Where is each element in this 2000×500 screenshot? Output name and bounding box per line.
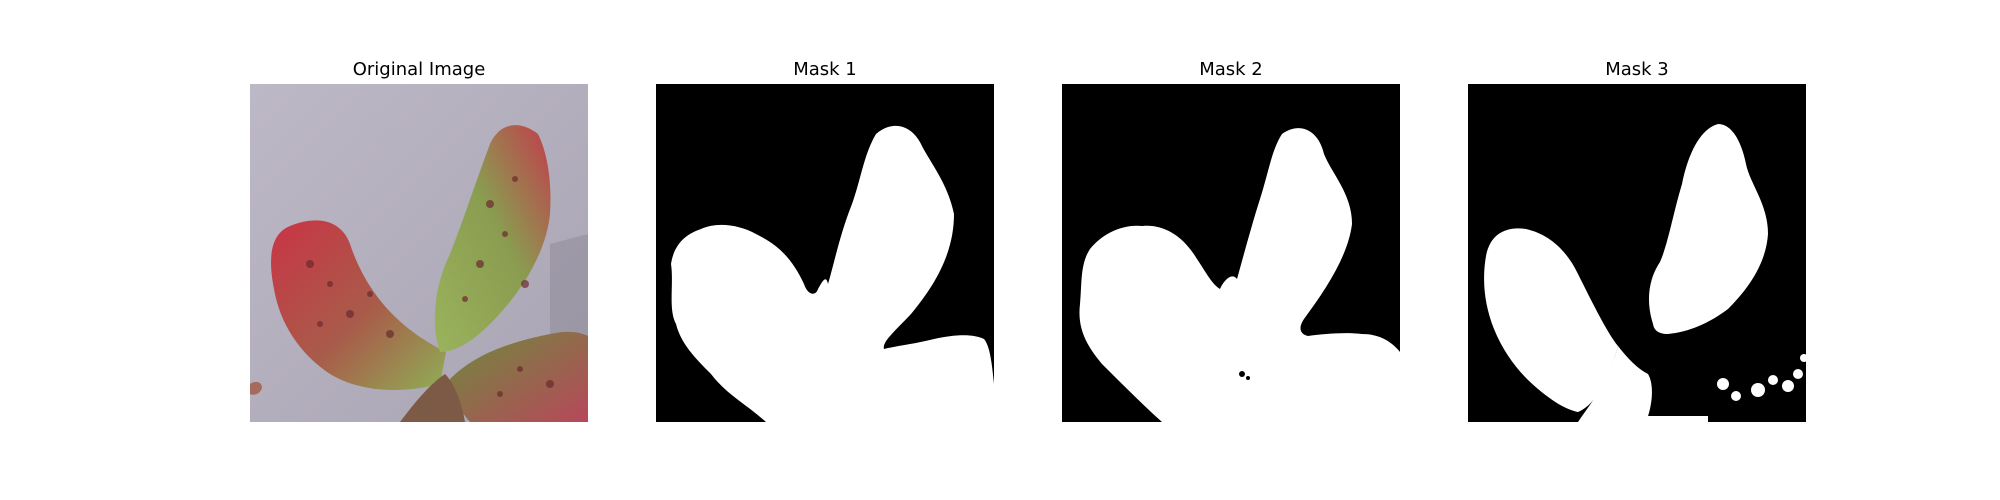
original-leaf-photo — [250, 84, 588, 422]
original-image-panel: Original Image — [250, 56, 588, 422]
mask-3-panel: Mask 3 — [1468, 56, 1806, 422]
mask-2-panel: Mask 2 — [1062, 56, 1400, 422]
mask-1-image — [656, 84, 994, 422]
mask-3-image — [1468, 84, 1806, 422]
mask-3-title: Mask 3 — [1605, 59, 1669, 80]
mask-1-title: Mask 1 — [793, 59, 857, 80]
original-image-title: Original Image — [352, 59, 486, 80]
mask-1-panel: Mask 1 — [656, 56, 994, 422]
mask-2-title: Mask 2 — [1199, 59, 1263, 80]
mask-2-image — [1062, 84, 1400, 422]
